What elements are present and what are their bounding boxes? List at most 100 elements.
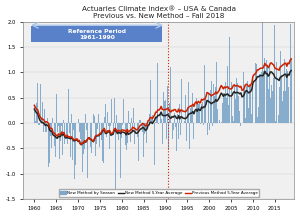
Bar <box>185 95 186 123</box>
Bar <box>140 120 141 123</box>
Bar <box>56 94 57 123</box>
Bar <box>128 110 129 123</box>
Bar <box>162 123 163 145</box>
Bar <box>249 84 250 123</box>
Bar <box>71 114 72 123</box>
Bar <box>126 123 127 150</box>
Bar <box>94 116 95 123</box>
Bar <box>212 123 213 127</box>
Bar <box>143 123 144 157</box>
Bar <box>252 79 253 123</box>
Bar <box>54 123 55 146</box>
Bar <box>110 123 111 126</box>
Bar <box>160 113 161 123</box>
Bar <box>93 114 94 123</box>
Bar <box>211 81 212 123</box>
Bar <box>199 102 200 123</box>
Bar <box>247 81 248 123</box>
Bar <box>236 78 237 123</box>
Bar <box>222 103 223 123</box>
Bar <box>131 118 132 123</box>
Bar <box>250 86 251 123</box>
Bar <box>40 84 41 123</box>
Bar <box>70 123 71 157</box>
Bar <box>84 123 85 149</box>
Bar <box>61 123 62 126</box>
Bar <box>285 91 286 123</box>
Bar <box>129 123 130 124</box>
Bar <box>134 123 135 144</box>
Bar <box>189 123 190 149</box>
Bar <box>200 123 201 124</box>
Bar <box>164 101 165 123</box>
Bar <box>78 119 79 123</box>
Bar <box>58 123 59 125</box>
Bar <box>102 123 103 161</box>
Bar <box>156 118 157 123</box>
Bar <box>281 75 282 123</box>
Bar <box>263 71 264 123</box>
Bar <box>63 120 64 123</box>
Bar <box>88 123 89 131</box>
Bar <box>146 123 147 143</box>
Bar <box>168 123 169 150</box>
Bar <box>179 104 180 123</box>
Bar <box>203 123 204 125</box>
Bar <box>267 67 268 123</box>
Bar <box>246 86 247 123</box>
Bar <box>59 123 60 159</box>
Bar <box>35 121 36 123</box>
Bar <box>282 101 283 123</box>
Bar <box>186 123 187 141</box>
Bar <box>109 123 110 149</box>
Bar <box>104 117 105 123</box>
Bar <box>108 123 109 126</box>
Bar <box>136 123 138 137</box>
Bar <box>175 123 176 127</box>
Bar <box>215 87 216 123</box>
Bar <box>114 98 115 123</box>
Bar <box>38 123 39 125</box>
Bar <box>234 85 235 123</box>
Bar <box>213 84 214 123</box>
Bar <box>261 72 262 123</box>
Bar <box>119 123 120 131</box>
Bar <box>154 123 155 165</box>
Bar <box>49 123 50 163</box>
FancyBboxPatch shape <box>31 26 163 43</box>
Bar <box>280 51 281 123</box>
Bar <box>69 123 70 133</box>
Bar <box>50 123 51 136</box>
Bar <box>86 123 87 130</box>
Bar <box>52 118 53 123</box>
Bar <box>265 58 266 123</box>
Bar <box>85 114 86 123</box>
Bar <box>138 123 139 161</box>
Bar <box>188 82 189 123</box>
Bar <box>182 123 184 131</box>
Bar <box>180 123 181 135</box>
Bar <box>97 123 98 129</box>
Bar <box>178 123 179 139</box>
Bar <box>116 115 117 123</box>
Bar <box>100 123 101 140</box>
Bar <box>228 105 230 123</box>
Bar <box>118 123 119 140</box>
Bar <box>173 123 174 130</box>
Bar <box>174 113 175 123</box>
Bar <box>251 113 252 123</box>
Bar <box>270 97 271 123</box>
Bar <box>62 123 63 155</box>
Bar <box>127 123 128 143</box>
Bar <box>204 65 205 123</box>
Bar <box>144 123 145 134</box>
Legend: New Method by Season, New Method 5-Year Average, Previous Method 5-Year Average: New Method by Season, New Method 5-Year … <box>58 189 260 197</box>
Bar <box>67 123 68 145</box>
Bar <box>117 123 118 131</box>
Bar <box>245 118 246 123</box>
Bar <box>243 72 244 123</box>
Bar <box>98 114 99 123</box>
Bar <box>115 123 116 193</box>
Bar <box>165 100 166 123</box>
Bar <box>206 123 208 135</box>
